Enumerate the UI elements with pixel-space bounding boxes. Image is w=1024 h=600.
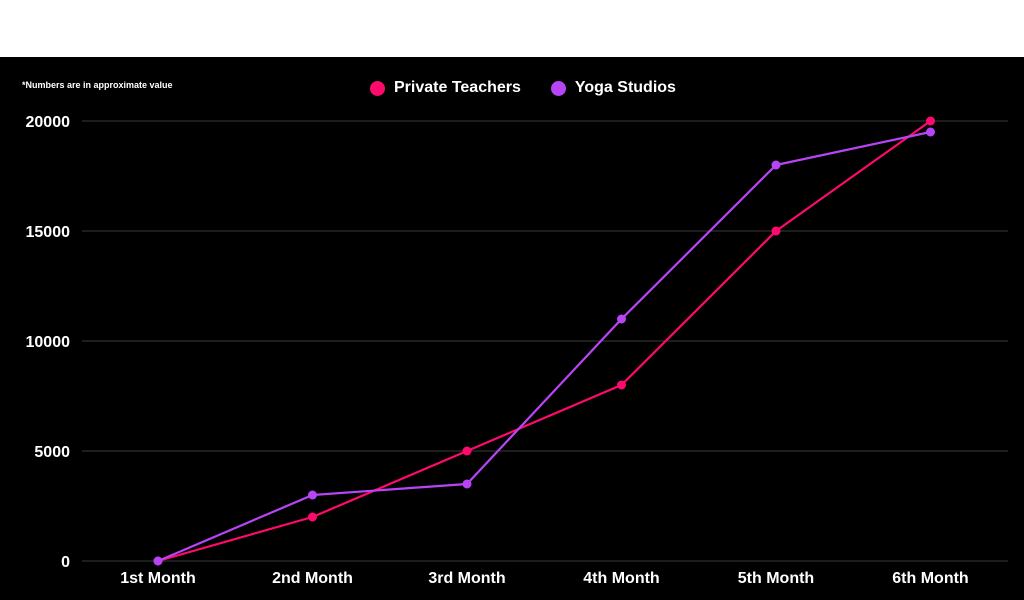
data-point-yoga-studios-1 xyxy=(153,556,163,566)
data-point-yoga-studios-5 xyxy=(771,160,781,170)
x-tick-label-3: 3rd Month xyxy=(428,570,505,587)
data-point-private-teachers-4 xyxy=(617,380,626,390)
legend-item-yoga-studios: Yoga Studios xyxy=(550,79,676,97)
series-line-yoga-studios xyxy=(157,130,931,563)
data-point-private-teachers-3 xyxy=(462,446,472,456)
data-point-private-teachers-5 xyxy=(771,226,781,236)
data-point-yoga-studios-3 xyxy=(462,479,472,489)
x-tick-label-1: 1st Month xyxy=(120,570,196,587)
approximate-value-note: *Numbers are in approximate value xyxy=(22,80,173,90)
data-point-yoga-studios-4 xyxy=(617,314,626,324)
legend-label-private-teachers: Private Teachers xyxy=(394,79,521,96)
data-point-yoga-studios-6 xyxy=(926,127,935,137)
legend-item-private-teachers: Private Teachers xyxy=(370,79,521,97)
series-line-private-teachers xyxy=(157,120,932,563)
x-tick-label-2: 2nd Month xyxy=(272,570,353,587)
x-tick-label-5: 5th Month xyxy=(738,570,814,587)
y-tick-label-0: 0 xyxy=(61,554,70,571)
legend-label-yoga-studios: Yoga Studios xyxy=(574,79,676,96)
x-tick-label-6: 6th Month xyxy=(892,570,968,587)
y-tick-label-15000: 15000 xyxy=(26,224,71,241)
data-point-yoga-studios-2 xyxy=(308,490,317,500)
chart-legend: Private Teachers Yoga Studios xyxy=(370,79,676,97)
data-point-private-teachers-6 xyxy=(926,116,935,126)
y-tick-label-20000: 20000 xyxy=(26,114,71,131)
data-point-private-teachers-2 xyxy=(308,512,317,522)
y-tick-label-5000: 5000 xyxy=(34,444,70,461)
x-tick-label-4: 4th Month xyxy=(583,570,659,587)
y-tick-label-10000: 10000 xyxy=(26,334,71,351)
legend-dot-yoga-studios xyxy=(550,80,566,96)
legend-dot-private-teachers xyxy=(370,80,385,96)
